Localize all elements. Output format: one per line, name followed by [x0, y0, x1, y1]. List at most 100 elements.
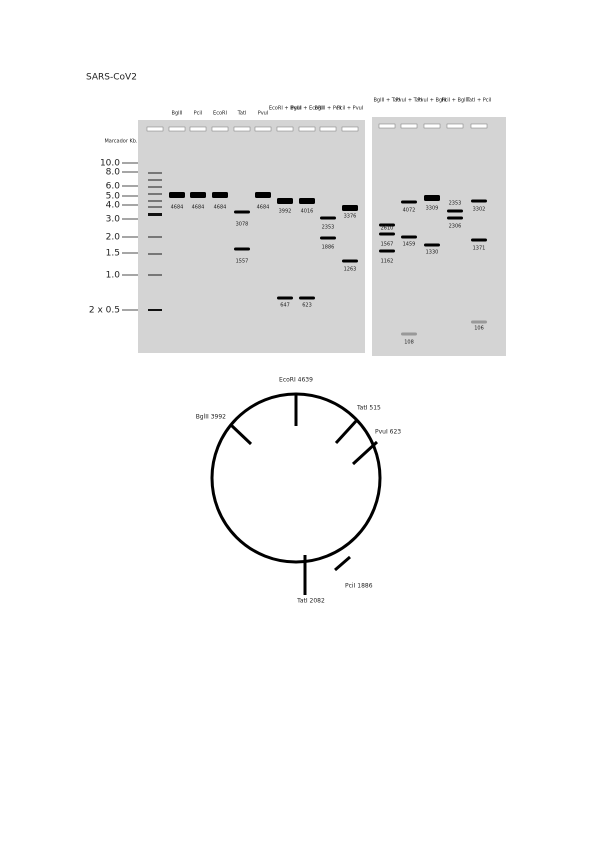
ladder-band: [148, 193, 162, 195]
band-label: 4072: [403, 208, 416, 214]
band-label: 1371: [473, 246, 486, 252]
site-label: EcoRI 4639: [279, 377, 313, 384]
band-label: 4016: [301, 209, 314, 215]
ladder-band: [148, 186, 162, 188]
band-label: 3376: [344, 214, 357, 220]
lane-header: BglII + TatI: [373, 98, 400, 104]
well: [400, 123, 418, 129]
band: [190, 192, 206, 198]
band: [471, 320, 487, 324]
ladder-band: [148, 172, 162, 174]
band-label: 2306: [449, 224, 462, 230]
site-ticks: [229, 393, 379, 595]
ladder-band: [148, 200, 162, 202]
band: [320, 236, 336, 240]
band: [342, 205, 358, 211]
well: [298, 126, 316, 132]
ladder-band: [148, 274, 162, 276]
band: [401, 200, 417, 204]
band: [471, 238, 487, 242]
band: [379, 249, 395, 253]
band: [299, 296, 315, 300]
ladder-band: [148, 236, 162, 238]
marker-label: 10.0: [100, 159, 120, 169]
band: [447, 209, 463, 213]
band-label: 2353: [449, 201, 462, 207]
band-label: 2353: [322, 225, 335, 231]
band-label: 2610: [381, 226, 394, 232]
band: [447, 216, 463, 220]
well: [319, 126, 337, 132]
band: [379, 232, 395, 236]
well: [189, 126, 207, 132]
lane-header: TatI: [237, 111, 247, 117]
ladder-band: [148, 309, 162, 311]
band-label: 1459: [403, 242, 416, 248]
band: [299, 198, 315, 204]
lane-header: PciI + BglII: [442, 98, 469, 104]
lane-header: TatI + PciI: [466, 98, 492, 104]
band-label: 1557: [236, 259, 249, 265]
well: [146, 126, 164, 132]
band-label: 4684: [257, 205, 270, 211]
band: [212, 192, 228, 198]
band-label: 4684: [171, 205, 184, 211]
ladder-band: [148, 213, 162, 216]
lane-header: EcoRI + BglII: [269, 106, 301, 112]
well: [470, 123, 488, 129]
band: [401, 235, 417, 239]
band-label: 4684: [214, 205, 227, 211]
well: [276, 126, 294, 132]
band-label: 4684: [192, 205, 205, 211]
band: [424, 243, 440, 247]
band: [401, 332, 417, 336]
lane-header: PciI + PvuI: [337, 106, 364, 112]
band: [169, 192, 185, 198]
well: [254, 126, 272, 132]
band-label: 1886: [322, 245, 335, 251]
marker-label: 2 x 0.5: [89, 306, 120, 316]
band: [234, 247, 250, 251]
lane-header: PvuI + EcoRI: [291, 106, 323, 112]
band-label: 647: [280, 303, 290, 309]
ladder-band: [148, 206, 162, 208]
band: [379, 223, 395, 227]
well: [233, 126, 251, 132]
ladder-band: [148, 253, 162, 255]
band-label: 108: [404, 340, 414, 346]
well: [211, 126, 229, 132]
band-label: 3078: [236, 222, 249, 228]
marker-label: 3.0: [106, 215, 121, 225]
marker-label: 2.0: [106, 233, 121, 243]
ladder-band: [148, 179, 162, 181]
site-label: BglII 3992: [196, 414, 226, 421]
band: [234, 210, 250, 214]
band: [424, 195, 440, 201]
marker-header: Marcador Kb.: [104, 139, 137, 145]
marker-label: 4.0: [106, 201, 121, 211]
marker-label: 8.0: [106, 168, 121, 178]
band-label: 1567: [381, 242, 394, 248]
site-label: TatI 2082: [296, 598, 325, 605]
site-label: TatI 515: [356, 405, 381, 412]
band: [277, 296, 293, 300]
lane-header: PvuI + TatI: [396, 98, 423, 104]
lane-header: PciI: [194, 111, 203, 117]
marker-label: 6.0: [106, 182, 121, 192]
well: [423, 123, 441, 129]
marker-label: 1.5: [106, 249, 120, 259]
well: [341, 126, 359, 132]
well: [446, 123, 464, 129]
well: [378, 123, 396, 129]
lane-header: PvuI + BglII: [418, 98, 447, 104]
band-label: 623: [302, 303, 312, 309]
band: [320, 216, 336, 220]
band-label: 106: [474, 326, 484, 332]
band-label: 1330: [426, 250, 439, 256]
lane-header: PvuI: [258, 111, 269, 117]
band: [342, 259, 358, 263]
band-label: 3992: [279, 209, 292, 215]
band-label: 1263: [344, 267, 357, 273]
site-label: PvuI 623: [375, 429, 401, 436]
